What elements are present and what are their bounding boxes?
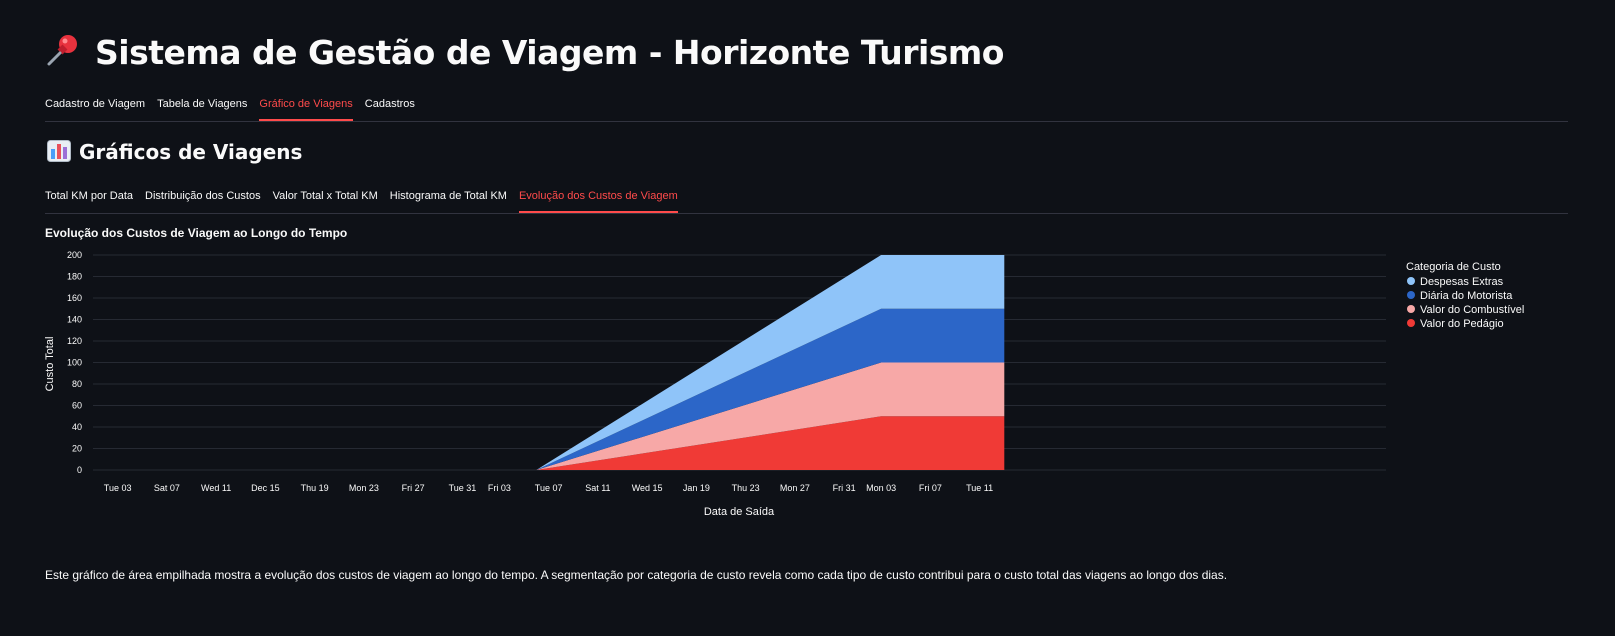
area-despesas-extras — [536, 255, 1005, 470]
x-tick-label: Tue 03 — [104, 483, 132, 493]
y-tick-label: 180 — [67, 272, 82, 282]
x-tick-label: Thu 23 — [732, 483, 760, 493]
section-title-text: Gráficos de Viagens — [79, 140, 303, 164]
y-tick-label: 60 — [72, 401, 82, 411]
x-tick-label: Jan 19 — [683, 483, 710, 493]
legend-label: Diária do Motorista — [1420, 290, 1513, 302]
y-tick-label: 120 — [67, 336, 82, 346]
x-tick-label: Fri 31 — [833, 483, 856, 493]
chart-caption: Este gráfico de área empilhada mostra a … — [45, 568, 1228, 582]
x-tick-label: Mon 27 — [780, 483, 810, 493]
x-tick-label: Tue 31 — [449, 483, 477, 493]
tab-cadastros[interactable]: Cadastros — [364, 98, 415, 110]
tab-total-km-por-data[interactable]: Total KM por Data — [45, 190, 134, 202]
tab-histograma-de-total-km[interactable]: Histograma de Total KM — [389, 190, 507, 202]
section-title: Gráficos de Viagens — [47, 140, 302, 164]
y-axis-label: Custo Total — [44, 337, 56, 392]
y-tick-label: 100 — [67, 358, 82, 368]
tab-tabela-de-viagens[interactable]: Tabela de Viagens — [157, 98, 248, 110]
legend-swatch — [1407, 277, 1415, 285]
y-tick-label: 40 — [72, 422, 82, 432]
x-axis-label: Data de Saída — [704, 506, 775, 518]
page-title-text: Sistema de Gestão de Viagem - Horizonte … — [95, 33, 1004, 72]
tab-evolucao-dos-custos[interactable]: Evolução dos Custos de Viagem — [513, 190, 684, 213]
y-tick-label: 20 — [72, 444, 82, 454]
x-tick-label: Mon 03 — [866, 483, 896, 493]
x-tick-label: Sat 11 — [585, 483, 610, 493]
legend-label: Despesas Extras — [1420, 276, 1504, 288]
tab-valor-total-x-total-km[interactable]: Valor Total x Total KM — [272, 190, 378, 202]
y-tick-label: 160 — [67, 293, 82, 303]
area-valor-do-combustivel — [536, 362, 1005, 470]
x-tick-label: Fri 07 — [919, 483, 942, 493]
legend-title: Categoria de Custo — [1406, 261, 1501, 273]
tab-cadastro-de-viagem[interactable]: Cadastro de Viagem — [45, 98, 146, 110]
legend-swatch — [1407, 291, 1415, 299]
x-tick-label: Fri 27 — [402, 483, 425, 493]
y-tick-label: 200 — [67, 250, 82, 260]
chart-tabs-divider — [45, 213, 1568, 214]
x-tick-label: Dec 15 — [251, 483, 280, 493]
legend-label: Valor do Pedágio — [1420, 318, 1504, 330]
chart-legend: Categoria de Custo Despesas Extras Diária … — [1406, 261, 1524, 330]
main-tabs-divider — [45, 121, 1568, 122]
x-tick-label: Tue 07 — [535, 483, 563, 493]
x-tick-label: Wed 11 — [201, 483, 231, 493]
legend-label: Valor do Combustível — [1420, 304, 1524, 316]
page-title: Sistema de Gestão de Viagem - Horizonte … — [45, 32, 1004, 76]
bar-chart-icon — [47, 140, 71, 162]
x-tick-label: Wed 15 — [632, 483, 663, 493]
x-tick-label: Tue 11 — [966, 483, 993, 493]
area-chart: 0 20 40 60 80 100 120 140 160 180 200 Tue 03 Sat 07… — [44, 250, 1524, 518]
x-tick-label: Fri 03 — [488, 483, 511, 493]
tab-grafico-de-viagens[interactable]: Gráfico de Viagens — [253, 98, 358, 121]
area-diaria-do-motorista — [536, 308, 1005, 470]
x-tick-label: Mon 23 — [349, 483, 379, 493]
pushpin-icon — [45, 32, 85, 76]
chart-tabs: Total KM por Data Distribuição dos Custo… — [45, 190, 684, 213]
y-tick-label: 80 — [72, 379, 82, 389]
y-tick-label: 140 — [67, 315, 82, 325]
main-tabs: Cadastro de Viagem Tabela de Viagens Grá… — [45, 98, 421, 121]
legend-swatch — [1407, 319, 1415, 327]
chart-title: Evolução dos Custos de Viagem ao Longo d… — [45, 226, 348, 240]
tab-distribuicao-dos-custos[interactable]: Distribuição dos Custos — [145, 190, 261, 202]
legend-swatch — [1407, 305, 1415, 313]
y-tick-label: 0 — [77, 465, 82, 475]
x-tick-label: Thu 19 — [301, 483, 329, 493]
x-tick-label: Sat 07 — [154, 483, 180, 493]
area-valor-do-pedagio — [536, 416, 1005, 470]
